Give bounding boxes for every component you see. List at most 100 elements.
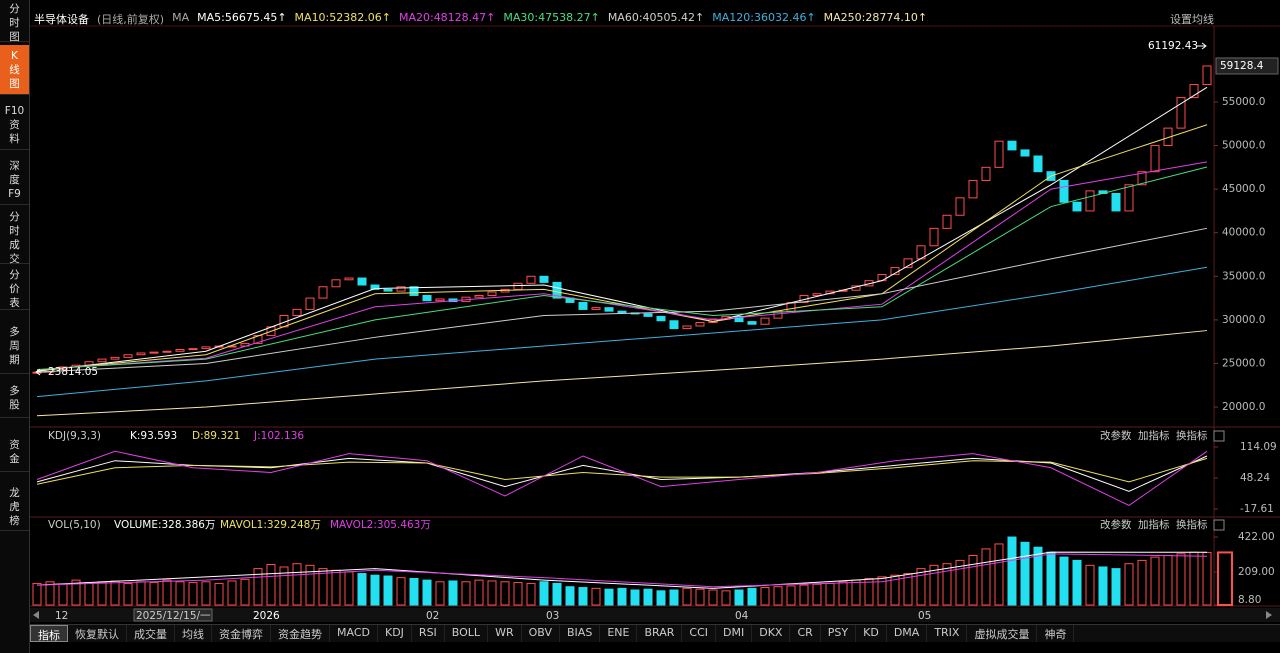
sidebar-item[interactable]: F10 资料	[0, 100, 29, 150]
volume-bar	[539, 581, 549, 606]
volume-bar	[630, 589, 640, 606]
tab[interactable]: RSI	[412, 625, 445, 642]
y-tick-label: 20000.0	[1222, 401, 1265, 413]
y-tick-label: 422.00	[1238, 531, 1275, 543]
close-button[interactable]	[1213, 430, 1225, 442]
sidebar-item[interactable]: 资金	[0, 432, 29, 472]
panel-action[interactable]: 换指标	[1176, 518, 1208, 531]
tab[interactable]: TRIX	[927, 625, 968, 642]
candle	[669, 320, 679, 330]
volume-bar	[890, 574, 900, 606]
tab[interactable]: OBV	[522, 625, 561, 642]
candle	[487, 291, 497, 296]
sidebar-item[interactable]: 多周期	[0, 318, 29, 374]
volume-bar	[968, 554, 978, 606]
volume-bar	[1033, 546, 1043, 606]
tab[interactable]: BIAS	[560, 625, 601, 642]
candle	[981, 166, 991, 181]
tab[interactable]: CCI	[682, 625, 716, 642]
tab[interactable]: KD	[856, 625, 887, 642]
sidebar-char: 榜	[9, 515, 20, 527]
tab[interactable]: 虚拟成交量	[967, 625, 1038, 642]
volume-bar	[201, 581, 211, 606]
high-label: 61192.43	[1148, 40, 1198, 52]
tab[interactable]: BOLL	[445, 625, 489, 642]
candle	[123, 354, 133, 358]
tab[interactable]: CR	[790, 625, 821, 642]
panel-action[interactable]: 加指标	[1138, 429, 1170, 442]
candle	[1111, 192, 1121, 212]
panel-action[interactable]: 换指标	[1176, 429, 1208, 442]
panel-action[interactable]: 改参数	[1100, 518, 1132, 531]
tab[interactable]: WR	[488, 625, 522, 642]
x-label: 12	[55, 610, 68, 622]
tab[interactable]: 资金博弈	[212, 625, 271, 642]
sidebar-item[interactable]: 分价表	[0, 266, 29, 310]
ma-line	[36, 161, 1208, 371]
volume-bar	[175, 581, 185, 606]
panel-action[interactable]: 加指标	[1138, 518, 1170, 531]
volume-bar	[383, 575, 393, 606]
volume-bar	[422, 579, 432, 606]
tab[interactable]: 均线	[175, 625, 212, 642]
close-button[interactable]	[1213, 519, 1225, 531]
volume-bar	[1163, 554, 1173, 606]
candle	[513, 282, 523, 290]
volume-bar	[1020, 541, 1030, 606]
tab[interactable]: DMI	[716, 625, 753, 642]
tab[interactable]: BRAR	[637, 625, 683, 642]
sidebar-char: F10	[4, 105, 25, 117]
candle	[370, 284, 380, 290]
tab[interactable]: PSY	[821, 625, 857, 642]
tab[interactable]: KDJ	[378, 625, 412, 642]
volume-bar	[591, 587, 601, 606]
sidebar-item[interactable]: 深度 F9	[0, 155, 29, 205]
sidebar-item[interactable]: 龙虎榜	[0, 483, 29, 531]
volume-bar	[58, 583, 68, 606]
volume-bar	[214, 582, 224, 606]
tab[interactable]: ENE	[600, 625, 638, 642]
candle	[942, 214, 952, 229]
ma-label: MA60:40505.42↑	[607, 11, 705, 24]
tab[interactable]: 神奇	[1037, 625, 1075, 642]
sidebar-item[interactable]: 分时成交	[0, 208, 29, 265]
volume-bar	[656, 590, 666, 606]
tab[interactable]: 成交量	[127, 625, 175, 642]
volume-bar	[643, 588, 653, 606]
volume-bar	[669, 589, 679, 606]
panel-action[interactable]: 改参数	[1100, 429, 1132, 442]
volume-bar	[708, 589, 718, 606]
sidebar-item[interactable]: 分时图	[0, 0, 29, 43]
ma-label: MA10:52382.06↑	[294, 11, 391, 24]
candle	[604, 307, 614, 312]
candle	[643, 313, 653, 317]
candle	[1020, 149, 1030, 157]
high-arrow	[1196, 42, 1207, 50]
volume-bar	[812, 583, 822, 606]
low-arrow	[35, 368, 46, 376]
sidebar-item[interactable]: 多股	[0, 378, 29, 418]
tab[interactable]: MACD	[330, 625, 378, 642]
candle	[201, 346, 211, 350]
tab[interactable]: 指标	[30, 625, 68, 642]
volume-bar	[903, 573, 913, 606]
candle	[305, 297, 315, 310]
tab[interactable]: DKX	[752, 625, 791, 642]
candle	[1176, 97, 1186, 129]
ma-label: MA250:28774.10↑	[823, 11, 928, 24]
tab[interactable]: 资金趋势	[271, 625, 330, 642]
sidebar-char: 多	[9, 326, 20, 338]
sidebar-char: 龙	[9, 487, 20, 499]
volume-bar	[123, 582, 133, 606]
sidebar-char: 图	[9, 78, 20, 90]
candle	[344, 277, 354, 281]
volume-bar	[474, 579, 484, 606]
tab[interactable]: DMA	[887, 625, 928, 642]
candle	[1137, 171, 1147, 186]
volume-bar	[266, 564, 276, 606]
settings[interactable]: 设置均线	[1170, 13, 1214, 26]
tab[interactable]: 恢复默认	[68, 625, 127, 642]
volume-bar	[188, 582, 198, 606]
